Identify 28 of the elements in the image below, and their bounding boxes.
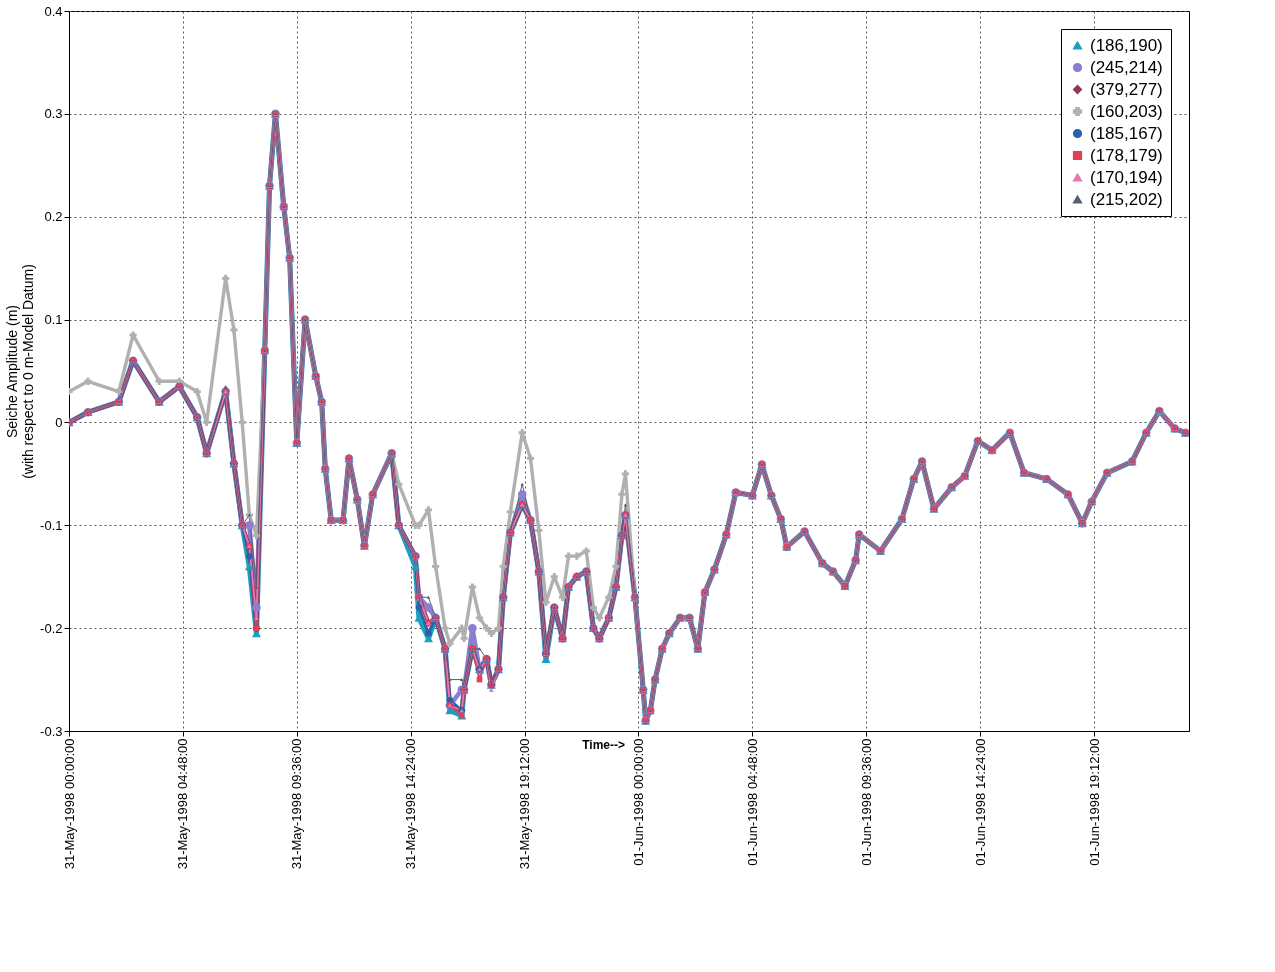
- y-tick-label: -0.2: [40, 620, 63, 636]
- legend-label: (215,202): [1090, 189, 1163, 209]
- y-axis-title: Seiche Amplitude (m) (with respect to 0 m-Model Datum): [4, 264, 37, 479]
- x-tick-label: 31-May-1998 14:24:00: [403, 738, 419, 870]
- y-tick-label: -0.3: [40, 723, 63, 739]
- x-tick-label: 31-May-1998 00:00:00: [61, 738, 77, 870]
- x-axis-title: Time-->: [582, 737, 625, 752]
- x-tick-label: 31-May-1998 09:36:00: [289, 738, 305, 870]
- y-tick-label: 0.1: [44, 312, 63, 328]
- x-tick-label: 01-Jun-1998 09:36:00: [858, 738, 874, 866]
- legend-label: (245,214): [1090, 57, 1163, 77]
- x-tick-label: 01-Jun-1998 00:00:00: [630, 738, 646, 866]
- legend-label: (186,190): [1090, 35, 1163, 55]
- legend-label: (185,167): [1090, 123, 1163, 143]
- y-tick-label: -0.1: [40, 517, 63, 533]
- y-tick-label: 0.3: [44, 106, 63, 122]
- legend-label: (178,179): [1090, 145, 1163, 165]
- x-tick-label: 01-Jun-1998 14:24:00: [972, 738, 988, 866]
- legend-label: (379,277): [1090, 79, 1163, 99]
- y-tick-label: 0: [55, 414, 63, 430]
- x-tick-label: 01-Jun-1998 04:48:00: [744, 738, 760, 866]
- y-tick-label: 0.2: [44, 209, 63, 225]
- legend-label: (170,194): [1090, 167, 1163, 187]
- x-tick-label: 31-May-1998 04:48:00: [175, 738, 191, 870]
- x-tick-label: 01-Jun-1998 19:12:00: [1086, 738, 1102, 866]
- y-tick-label: 0.4: [44, 3, 63, 19]
- legend-label: (160,203): [1090, 101, 1163, 121]
- x-tick-label: 31-May-1998 19:12:00: [517, 738, 533, 870]
